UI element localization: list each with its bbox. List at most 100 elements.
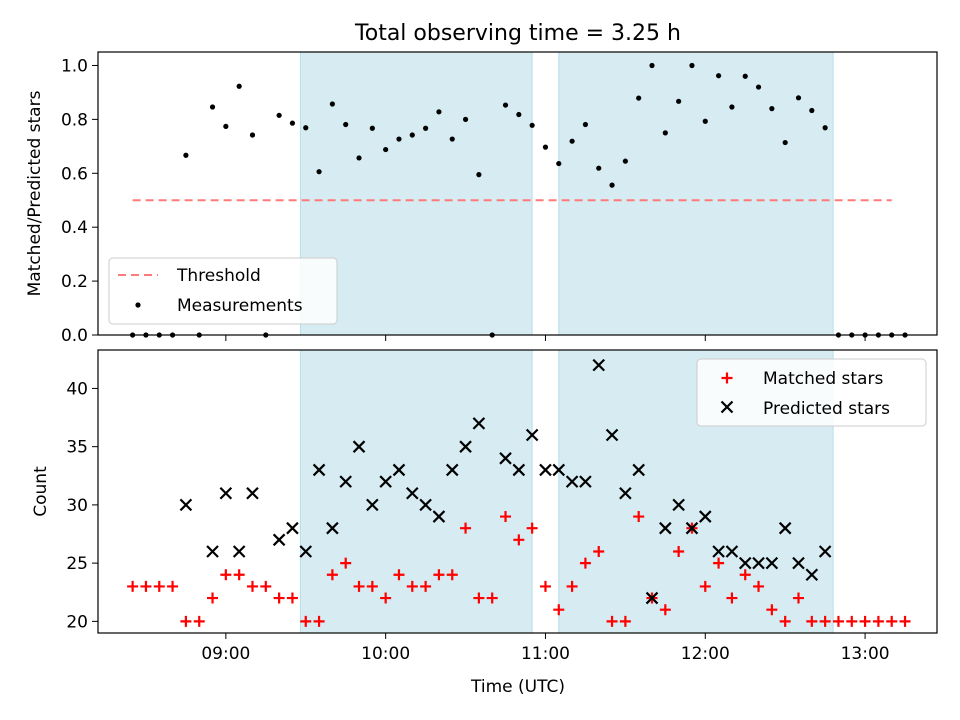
matched-star-point — [273, 592, 285, 604]
matched-star-point — [699, 580, 711, 592]
x-tick-label: 12:00 — [681, 644, 730, 664]
matched-star-point — [819, 615, 831, 627]
measurement-point — [436, 109, 442, 115]
measurement-points — [130, 62, 908, 338]
matched-star-point — [886, 615, 898, 627]
predicted-star-point — [179, 498, 193, 512]
predicted-star-point — [579, 475, 592, 488]
measurement-point — [795, 95, 802, 101]
measurement-point — [542, 144, 549, 150]
measurement-point — [223, 123, 229, 129]
measurement-point — [569, 138, 575, 144]
bottom-legend: Matched stars Predicted stars — [696, 358, 927, 427]
matched-star-point — [207, 592, 219, 604]
matched-star-point — [406, 580, 418, 592]
measurement-point — [582, 121, 589, 128]
measurement-point — [369, 125, 375, 131]
predicted-star-point — [312, 463, 326, 477]
measurement-legend-swatch — [135, 302, 141, 308]
matched-star-point — [832, 615, 844, 627]
matched-star-point — [286, 592, 298, 604]
matched-star-point — [340, 557, 352, 569]
matched-star-point — [420, 580, 432, 592]
predicted-star-point — [445, 463, 459, 477]
predicted-star-point — [539, 463, 552, 477]
predicted-star-point — [379, 475, 392, 488]
matched-star-point — [579, 557, 591, 569]
predicted-star-point — [419, 498, 432, 512]
measurement-point — [636, 95, 642, 101]
observing-window-2 — [558, 51, 834, 336]
matched-star-point — [726, 592, 738, 604]
observing-window-1 — [299, 51, 533, 336]
observing-window-1 — [299, 349, 533, 634]
matched-star-point — [739, 569, 751, 581]
y-tick-label: 0.6 — [61, 164, 88, 184]
predicted-legend-swatch — [720, 400, 734, 414]
y-tick-label: 0.2 — [61, 272, 88, 292]
predicted-star-point — [752, 556, 765, 570]
measurement-point — [343, 121, 349, 128]
matched-star-point — [473, 592, 485, 604]
y-tick-label: 1.0 — [61, 56, 88, 76]
matched-star-point — [393, 569, 405, 581]
matched-star-point — [140, 580, 152, 592]
predicted-star-point — [698, 510, 712, 523]
predicted-star-point — [818, 545, 832, 558]
y-tick-label: 20 — [66, 612, 88, 632]
top-x-ticks — [225, 335, 866, 341]
measurement-point — [715, 73, 722, 79]
predicted-star-point — [552, 463, 566, 477]
matched-star-point — [180, 615, 192, 627]
matched-star-point — [486, 592, 498, 604]
measurement-point — [383, 146, 389, 153]
predicted-star-point — [326, 521, 339, 535]
predicted-star-point — [459, 440, 472, 453]
matched-legend-swatch — [721, 372, 733, 384]
matched-star-point — [246, 580, 258, 592]
predicted-star-point — [672, 498, 685, 512]
matched-star-point — [859, 615, 871, 627]
predicted-star-point — [499, 452, 512, 465]
predicted-star-point — [352, 440, 366, 453]
measurement-point — [689, 62, 695, 69]
matched-star-point — [606, 615, 618, 627]
predicted-star-point — [565, 475, 579, 488]
top-legend: Threshold Measurements — [108, 257, 338, 325]
measurement-legend-label: Measurements — [177, 296, 303, 316]
predicted-star-point — [299, 545, 313, 558]
predicted-star-point — [206, 545, 219, 558]
predicted-star-point — [792, 556, 805, 570]
measurement-point — [449, 136, 455, 142]
predicted-star-point — [525, 428, 539, 442]
predicted-star-point — [232, 545, 246, 558]
measurement-point — [649, 62, 655, 69]
matched-star-point — [659, 604, 671, 616]
legend-box — [108, 257, 338, 325]
measurement-point — [556, 160, 562, 167]
measurement-point — [622, 158, 628, 164]
predicted-star-point — [632, 463, 645, 477]
predicted-star-point — [592, 358, 606, 372]
measurement-point — [423, 125, 429, 131]
measurement-point — [249, 132, 256, 138]
matched-star-point — [553, 604, 565, 616]
top-y-axis-label: Matched/Predicted stars — [25, 90, 45, 296]
measurement-point — [755, 84, 762, 90]
legend-box — [696, 358, 927, 427]
top-plot-area — [97, 51, 938, 336]
y-tick-label: 0.0 — [61, 326, 88, 346]
measurement-point — [462, 116, 469, 122]
matched-star-point — [380, 592, 392, 604]
predicted-star-point — [392, 463, 406, 477]
measurement-point — [183, 152, 189, 158]
matched-star-point — [872, 615, 884, 627]
predicted-star-point — [645, 591, 659, 605]
measurement-point — [662, 130, 668, 136]
predicted-star-point — [272, 533, 286, 547]
matched-star-point — [806, 615, 818, 627]
predicted-star-point — [406, 486, 419, 500]
matched-star-point — [300, 615, 312, 627]
measurement-point — [702, 118, 708, 124]
